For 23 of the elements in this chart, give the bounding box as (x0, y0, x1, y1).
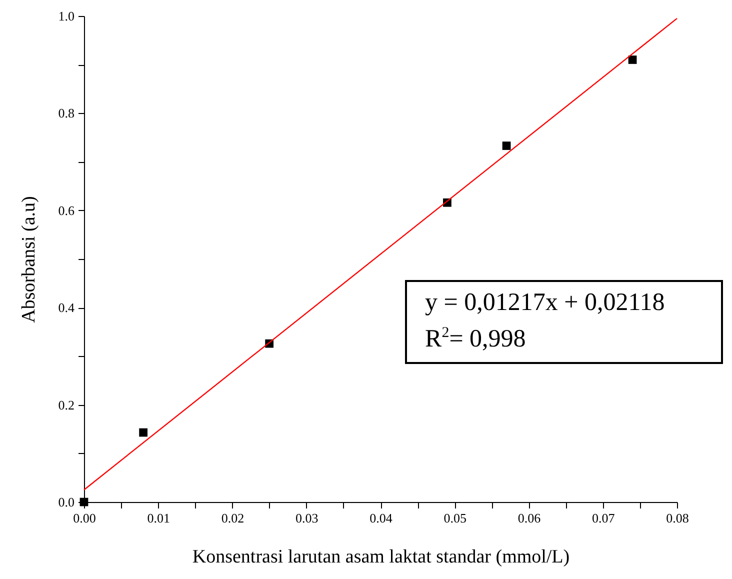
x-tick-label: 0.05 (444, 510, 466, 526)
x-tick-label: 0.04 (370, 510, 393, 526)
x-axis-title: Konsentrasi larutan asam laktat standar (mmol/L) (192, 546, 570, 568)
y-axis-title: Absorbansi (a.u) (18, 196, 40, 323)
x-tick-label: 0.08 (666, 510, 689, 526)
point (139, 428, 148, 437)
x-tick-label: 0.06 (518, 510, 542, 526)
point (628, 56, 637, 64)
y-tick-label: 0.8 (58, 106, 74, 121)
x-tick-label: 0.00 (73, 510, 96, 526)
x-tick-label: 0.03 (296, 510, 318, 526)
y-tick-label: 0.4 (58, 300, 75, 316)
y-tick-label: 1.0 (58, 8, 74, 24)
annotation: R$^{2}$= 0,998 (425, 324, 527, 354)
x-tick-label: 0.01 (147, 510, 170, 526)
x-tick-label: 0.02 (221, 510, 244, 526)
y-tick-label: 0.6 (58, 202, 75, 218)
point (502, 142, 511, 150)
x-tick-label: 0.07 (592, 510, 616, 526)
annotation-box: y = 0,01217x + 0,02118 R$^{2}$= 0,998 (405, 280, 723, 364)
annotation: y = 0,01217x + 0,02118 (425, 288, 666, 318)
y-tick-label: 0.0 (58, 494, 74, 510)
y-tick-label: 0.2 (58, 397, 74, 412)
